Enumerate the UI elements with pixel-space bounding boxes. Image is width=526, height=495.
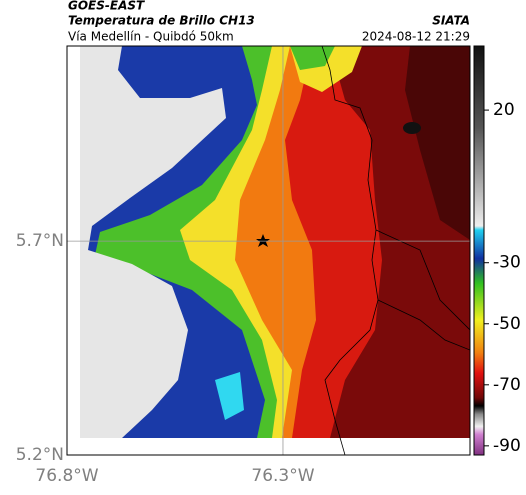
brand: SIATA bbox=[432, 14, 470, 28]
colorbar-tick-label: 20 bbox=[493, 100, 515, 120]
field-white bbox=[80, 46, 226, 438]
colorbar-tick-label: -70 bbox=[493, 375, 521, 395]
title: Temperatura de Brillo CH13 bbox=[68, 14, 255, 28]
map-frame bbox=[66, 45, 471, 456]
x-tick-label: 76.8°W bbox=[35, 466, 98, 486]
border bbox=[321, 46, 379, 455]
location-star bbox=[256, 234, 270, 247]
field-cyan bbox=[215, 372, 244, 420]
colorbar-tick-label: -30 bbox=[493, 253, 521, 273]
grid bbox=[67, 46, 470, 455]
colorbar bbox=[473, 45, 485, 456]
colorbar-tick-label: -90 bbox=[493, 436, 521, 456]
timestamp: 2024-08-12 21:29 bbox=[362, 30, 470, 44]
y-tick-label: 5.2°N bbox=[16, 445, 64, 465]
subtitle: Vía Medellín - Quibdó 50km bbox=[68, 30, 234, 44]
border bbox=[375, 229, 470, 331]
y-tick-label: 5.7°N bbox=[16, 231, 64, 251]
source: GOES-EAST bbox=[68, 0, 145, 13]
field-darkest bbox=[405, 46, 470, 240]
colorbar-tick-label: -50 bbox=[493, 314, 521, 334]
border bbox=[377, 299, 470, 351]
satellite-image bbox=[67, 46, 470, 455]
x-tick-label: 76.3°W bbox=[251, 466, 314, 486]
field-cold-spot bbox=[403, 122, 421, 134]
